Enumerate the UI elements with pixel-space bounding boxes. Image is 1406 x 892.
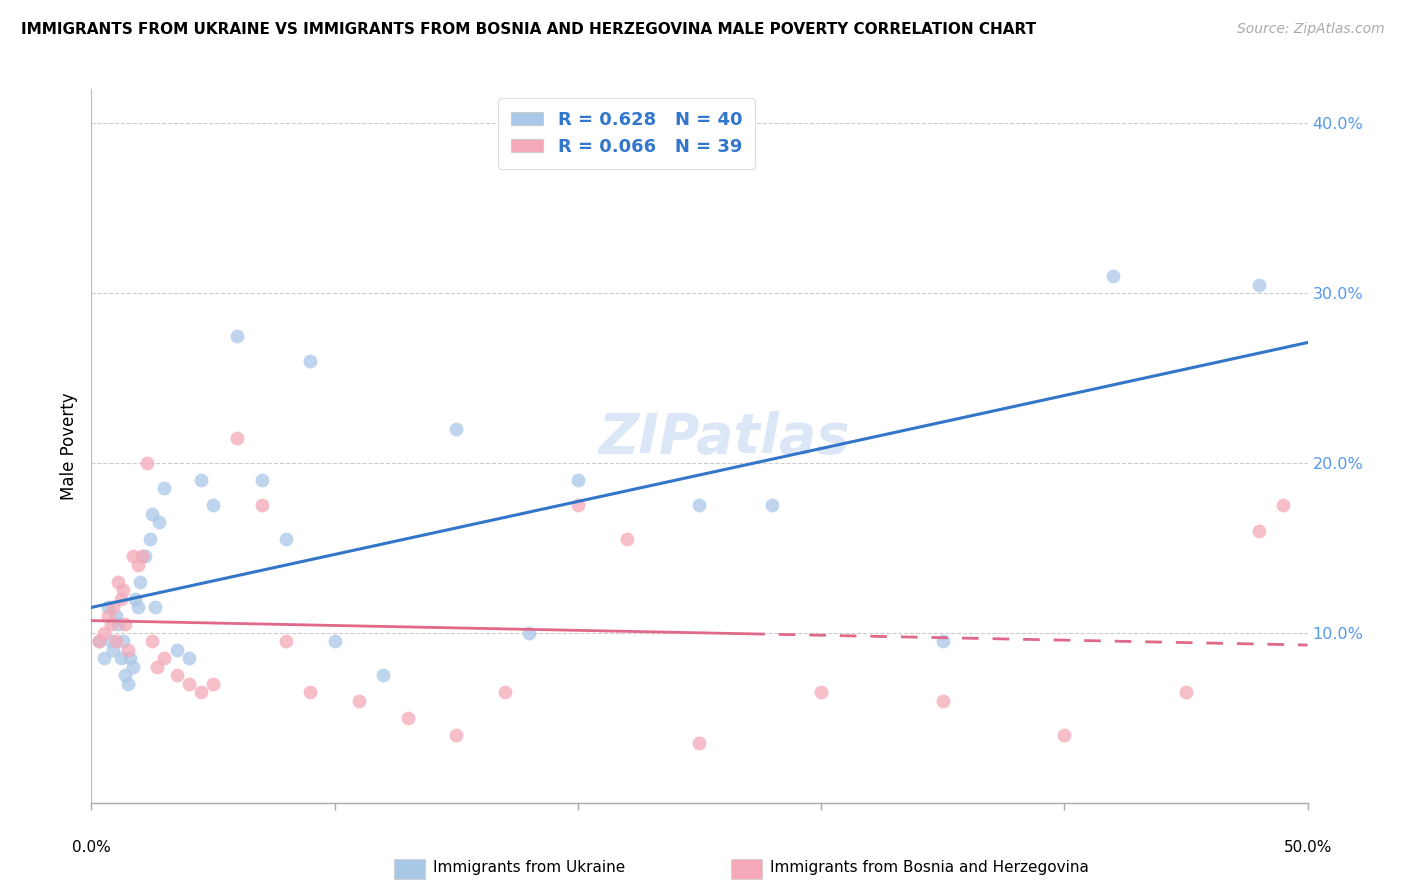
Point — [347, 694, 370, 708]
Point — [141, 634, 163, 648]
Point — [444, 422, 467, 436]
Point — [190, 685, 212, 699]
Point — [87, 634, 110, 648]
Point — [567, 499, 589, 513]
Point — [107, 574, 129, 589]
Y-axis label: Male Poverty: Male Poverty — [59, 392, 77, 500]
Point — [104, 608, 127, 623]
Point — [87, 634, 110, 648]
Point — [141, 507, 163, 521]
Point — [93, 626, 115, 640]
Point — [136, 456, 159, 470]
Point — [1247, 524, 1270, 538]
Point — [117, 677, 139, 691]
Point — [129, 574, 152, 589]
Point — [143, 600, 166, 615]
Text: ZIPatlas: ZIPatlas — [598, 410, 849, 465]
Point — [931, 634, 953, 648]
Point — [250, 499, 273, 513]
Point — [931, 694, 953, 708]
Point — [567, 473, 589, 487]
Point — [100, 634, 122, 648]
Point — [97, 600, 120, 615]
Point — [688, 499, 710, 513]
Point — [226, 430, 249, 444]
FancyBboxPatch shape — [731, 859, 762, 879]
Point — [166, 668, 188, 682]
Point — [121, 549, 143, 564]
Point — [274, 634, 297, 648]
Point — [153, 482, 176, 496]
Point — [396, 711, 419, 725]
Point — [1102, 269, 1125, 284]
Point — [107, 617, 129, 632]
Point — [124, 591, 146, 606]
Point — [1175, 685, 1198, 699]
Point — [494, 685, 516, 699]
Text: Immigrants from Ukraine: Immigrants from Ukraine — [433, 861, 626, 875]
Point — [100, 617, 122, 632]
Text: Source: ZipAtlas.com: Source: ZipAtlas.com — [1237, 22, 1385, 37]
Point — [177, 677, 200, 691]
Point — [110, 591, 132, 606]
Point — [1247, 277, 1270, 292]
Legend: R = 0.628   N = 40, R = 0.066   N = 39: R = 0.628 N = 40, R = 0.066 N = 39 — [498, 98, 755, 169]
Point — [121, 660, 143, 674]
Text: IMMIGRANTS FROM UKRAINE VS IMMIGRANTS FROM BOSNIA AND HERZEGOVINA MALE POVERTY C: IMMIGRANTS FROM UKRAINE VS IMMIGRANTS FR… — [21, 22, 1036, 37]
Point — [299, 685, 322, 699]
Text: Immigrants from Bosnia and Herzegovina: Immigrants from Bosnia and Herzegovina — [770, 861, 1090, 875]
Point — [93, 651, 115, 665]
Point — [111, 634, 134, 648]
Text: 50.0%: 50.0% — [1284, 840, 1331, 855]
Point — [226, 328, 249, 343]
Point — [761, 499, 783, 513]
Point — [810, 685, 832, 699]
Point — [517, 626, 540, 640]
Point — [111, 583, 134, 598]
Point — [127, 600, 149, 615]
Point — [190, 473, 212, 487]
Point — [103, 600, 125, 615]
Point — [103, 643, 125, 657]
Point — [148, 516, 170, 530]
Point — [202, 499, 225, 513]
Point — [114, 668, 136, 682]
Point — [117, 643, 139, 657]
Point — [616, 533, 638, 547]
Point — [153, 651, 176, 665]
Point — [444, 728, 467, 742]
Point — [250, 473, 273, 487]
Point — [202, 677, 225, 691]
Point — [373, 668, 395, 682]
Point — [110, 651, 132, 665]
Point — [114, 617, 136, 632]
Point — [120, 651, 142, 665]
Point — [323, 634, 346, 648]
Point — [166, 643, 188, 657]
Point — [146, 660, 169, 674]
Point — [127, 558, 149, 572]
Point — [134, 549, 156, 564]
Point — [1272, 499, 1295, 513]
Point — [1053, 728, 1076, 742]
Point — [104, 634, 127, 648]
Point — [299, 354, 322, 368]
Point — [131, 549, 153, 564]
Point — [139, 533, 162, 547]
Point — [97, 608, 120, 623]
Text: 0.0%: 0.0% — [72, 840, 111, 855]
FancyBboxPatch shape — [394, 859, 425, 879]
Point — [177, 651, 200, 665]
Point — [274, 533, 297, 547]
Point — [688, 736, 710, 750]
